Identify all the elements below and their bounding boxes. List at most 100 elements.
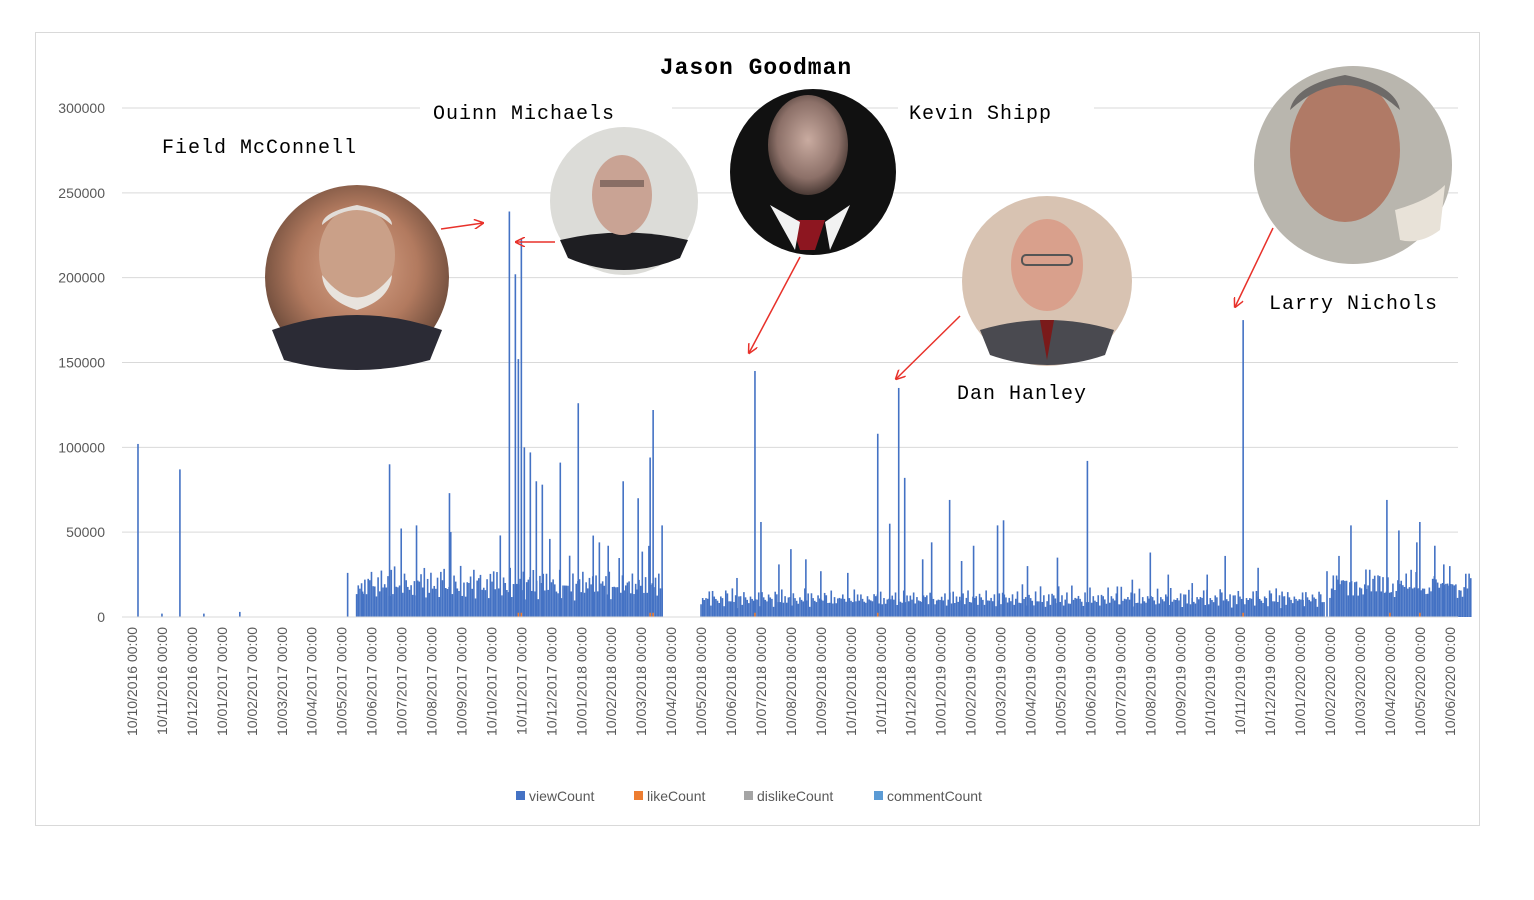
- bar-viewcount: [514, 274, 517, 617]
- bar-viewcount: [724, 590, 727, 617]
- bar-viewcount: [1342, 580, 1345, 617]
- bar-viewcount: [1405, 573, 1407, 617]
- portrait-larry-nichols: [1254, 66, 1452, 264]
- bar-viewcount: [592, 535, 595, 617]
- bar-viewcount: [626, 582, 629, 617]
- bar-viewcount: [607, 545, 610, 617]
- x-tick-label: 10/05/2020 00:00: [1412, 627, 1428, 736]
- bar-viewcount: [1367, 585, 1369, 617]
- bar-viewcount: [700, 604, 702, 617]
- y-tick-label: 50000: [66, 524, 105, 540]
- bar-viewcount: [1148, 598, 1151, 617]
- bar-viewcount: [1370, 591, 1373, 617]
- bar-viewcount: [817, 595, 819, 617]
- bar-viewcount: [833, 597, 836, 617]
- bar-viewcount: [463, 582, 465, 617]
- bar-likecount: [652, 612, 654, 617]
- portrait-dan-hanley: [962, 196, 1132, 366]
- bar-viewcount: [752, 600, 755, 617]
- bar-viewcount: [1460, 590, 1462, 617]
- bar-viewcount: [960, 561, 963, 617]
- bar-viewcount: [1446, 583, 1449, 617]
- bar-viewcount: [1416, 588, 1419, 617]
- bar-viewcount: [790, 549, 792, 617]
- bar-viewcount: [794, 598, 796, 617]
- bar-viewcount: [991, 601, 994, 617]
- bar-viewcount: [1338, 555, 1340, 617]
- bar-viewcount: [1046, 601, 1048, 617]
- bar-viewcount: [572, 573, 574, 617]
- bar-viewcount: [563, 585, 566, 617]
- bar-viewcount: [1092, 596, 1095, 617]
- bar-viewcount: [769, 597, 772, 617]
- bar-viewcount: [479, 574, 482, 617]
- bar-viewcount: [398, 585, 401, 617]
- bar-viewcount: [525, 582, 528, 617]
- bar-viewcount: [494, 589, 497, 617]
- bar-viewcount: [1240, 598, 1243, 617]
- bar-viewcount: [397, 587, 399, 617]
- bar-viewcount: [1188, 589, 1190, 617]
- bar-viewcount: [873, 594, 875, 617]
- x-tick-label: 10/07/2019 00:00: [1112, 627, 1128, 736]
- y-tick-label: 0: [97, 609, 105, 625]
- bar-viewcount: [1260, 600, 1263, 617]
- bar-viewcount: [825, 595, 828, 617]
- bar-viewcount: [641, 551, 644, 617]
- bar-viewcount: [1368, 569, 1371, 617]
- bar-viewcount: [638, 579, 640, 617]
- bar-viewcount: [912, 592, 915, 617]
- bar-viewcount: [728, 601, 730, 617]
- bar-viewcount: [922, 595, 925, 617]
- bar-viewcount: [469, 576, 472, 617]
- bar-viewcount: [909, 595, 912, 617]
- bar-viewcount: [585, 582, 587, 617]
- bar-viewcount: [541, 484, 544, 617]
- bar-viewcount: [623, 590, 625, 617]
- bar-viewcount: [1419, 521, 1421, 617]
- bar-viewcount: [810, 593, 813, 617]
- bar-viewcount: [372, 586, 374, 617]
- x-tick-label: 10/05/2018 00:00: [693, 627, 709, 736]
- bar-viewcount: [1435, 579, 1437, 617]
- bar-viewcount: [1217, 605, 1220, 617]
- bar-viewcount: [1064, 599, 1067, 617]
- bar-viewcount: [542, 573, 545, 617]
- arrow-kevin-shipp: [749, 256, 801, 353]
- bar-viewcount: [608, 571, 611, 617]
- bar-viewcount: [507, 592, 510, 617]
- bar-viewcount: [1235, 604, 1238, 617]
- bar-viewcount: [731, 588, 734, 617]
- bar-viewcount: [1239, 596, 1241, 617]
- bar-viewcount: [1458, 590, 1460, 617]
- bar-viewcount: [1061, 595, 1063, 617]
- bar-viewcount: [522, 571, 525, 617]
- bar-viewcount: [711, 590, 714, 617]
- bar-viewcount: [1018, 602, 1020, 617]
- bar-viewcount: [441, 580, 444, 617]
- bar-viewcount: [1199, 597, 1202, 617]
- bar-viewcount: [926, 595, 928, 617]
- bar-viewcount: [496, 572, 498, 617]
- bar-likecount: [1419, 612, 1421, 617]
- bar-viewcount: [593, 591, 596, 617]
- bar-viewcount: [804, 588, 806, 617]
- bar-viewcount: [792, 593, 795, 617]
- bar-viewcount: [520, 238, 523, 618]
- bar-viewcount: [346, 572, 349, 617]
- bar-viewcount: [739, 596, 742, 617]
- bar-viewcount: [800, 599, 803, 617]
- bar-viewcount: [529, 452, 532, 617]
- bar-viewcount: [942, 600, 945, 617]
- bar-viewcount: [516, 583, 518, 617]
- bar-likecount: [517, 612, 520, 617]
- bar-viewcount: [720, 596, 722, 617]
- bar-viewcount: [1216, 597, 1218, 617]
- bar-viewcount: [1349, 582, 1351, 617]
- bar-viewcount: [549, 538, 551, 617]
- bar-likecount: [1389, 612, 1391, 617]
- bar-viewcount: [1295, 598, 1297, 617]
- bar-viewcount: [1084, 592, 1086, 617]
- bar-viewcount: [835, 603, 837, 617]
